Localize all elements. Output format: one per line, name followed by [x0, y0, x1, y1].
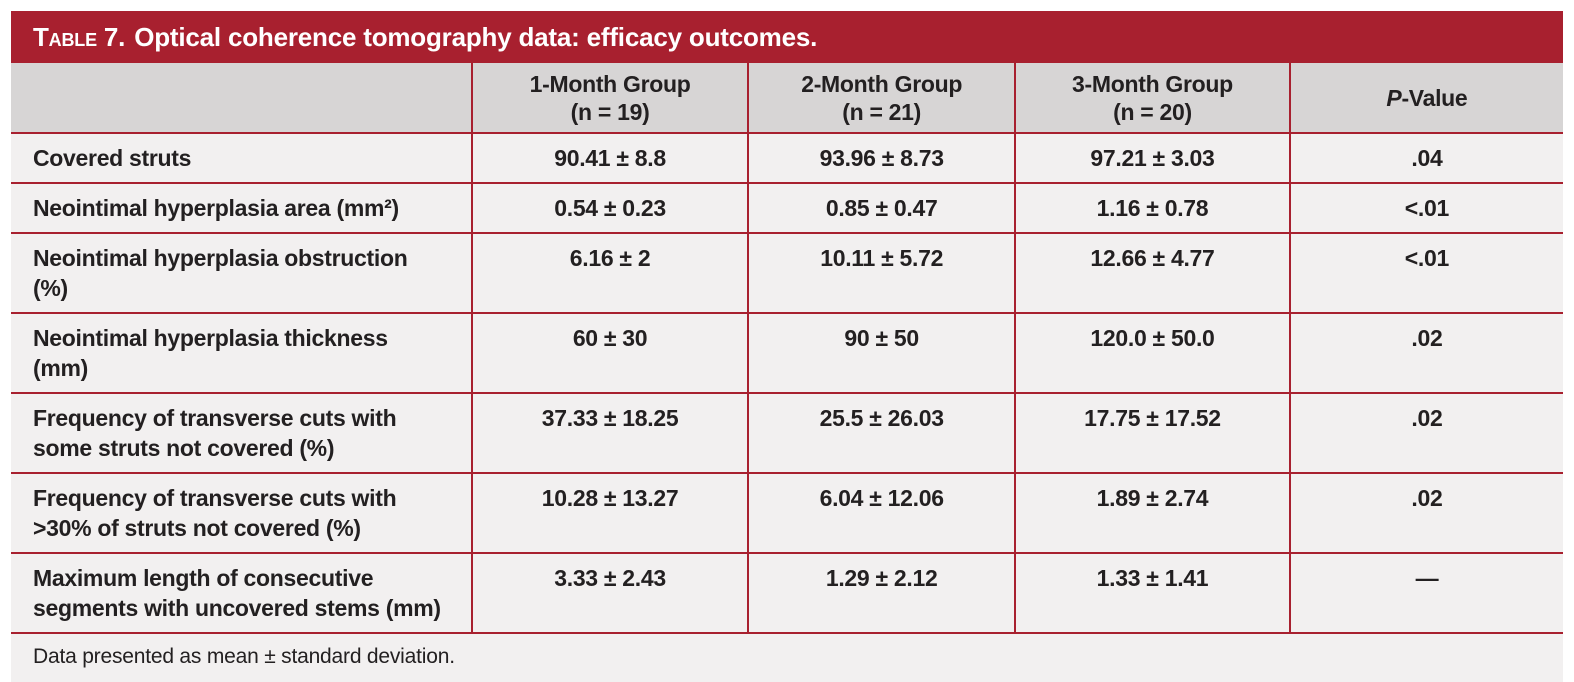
- row-label: Neointimal hyperplasia area (mm²): [11, 182, 473, 234]
- header-group-n: (n = 20): [1113, 98, 1192, 125]
- value-cell: 37.33 ± 18.25: [470, 392, 750, 474]
- p-value-cell: .02: [1288, 392, 1563, 474]
- row-label: Neointimal hyperplasia obstruction (%): [11, 232, 473, 314]
- p-value-cell: .02: [1288, 472, 1563, 554]
- efficacy-outcomes-table: 1-Month Group (n = 19) 2-Month Group (n …: [11, 63, 1563, 634]
- value-cell: 10.28 ± 13.27: [470, 472, 750, 554]
- header-p-value: P-Value: [1288, 63, 1563, 134]
- value-cell: 1.29 ± 2.12: [747, 552, 1017, 634]
- value-cell: 1.89 ± 2.74: [1014, 472, 1291, 554]
- value-cell: 120.0 ± 50.0: [1014, 312, 1291, 394]
- row-label: Neointimal hyperplasia thickness (mm): [11, 312, 473, 394]
- header-3-month-group: 3-Month Group (n = 20): [1014, 63, 1291, 134]
- p-value-cell: .04: [1288, 132, 1563, 184]
- header-empty-cell: [11, 63, 473, 134]
- table-number-label: Table 7.: [33, 21, 126, 52]
- row-label: Maximum length of consecutive segments w…: [11, 552, 473, 634]
- p-value-cell: .02: [1288, 312, 1563, 394]
- table-row-freq-some-uncovered: Frequency of transverse cuts with some s…: [11, 392, 1563, 474]
- value-cell: 17.75 ± 17.52: [1014, 392, 1291, 474]
- header-group-name: 2-Month Group: [801, 70, 963, 97]
- value-cell: 0.54 ± 0.23: [470, 182, 750, 234]
- table-row-nih-area: Neointimal hyperplasia area (mm²) 0.54 ±…: [11, 182, 1563, 234]
- value-cell: 1.33 ± 1.41: [1014, 552, 1291, 634]
- header-2-month-group: 2-Month Group (n = 21): [747, 63, 1017, 134]
- table-row-freq-30pct-uncovered: Frequency of transverse cuts with >30% o…: [11, 472, 1563, 554]
- header-group-n: (n = 21): [842, 98, 922, 125]
- value-cell: 0.85 ± 0.47: [747, 182, 1017, 234]
- header-1-month-group: 1-Month Group (n = 19): [470, 63, 750, 134]
- table-row-nih-obstruction: Neointimal hyperplasia obstruction (%) 6…: [11, 232, 1563, 314]
- header-group-name: 3-Month Group: [1072, 70, 1233, 97]
- header-group-name: 1-Month Group: [529, 70, 691, 97]
- row-label: Covered struts: [11, 132, 473, 184]
- value-cell: 97.21 ± 3.03: [1014, 132, 1291, 184]
- header-row: 1-Month Group (n = 19) 2-Month Group (n …: [11, 63, 1563, 134]
- row-label: Frequency of transverse cuts with >30% o…: [11, 472, 473, 554]
- table-row-covered-struts: Covered struts 90.41 ± 8.8 93.96 ± 8.73 …: [11, 132, 1563, 184]
- p-value-cell: <.01: [1288, 182, 1563, 234]
- value-cell: 10.11 ± 5.72: [747, 232, 1017, 314]
- table-title-text: Optical coherence tomography data: effic…: [134, 21, 818, 52]
- p-value-cell: <.01: [1288, 232, 1563, 314]
- value-cell: 12.66 ± 4.77: [1014, 232, 1291, 314]
- value-cell: 3.33 ± 2.43: [470, 552, 750, 634]
- oct-efficacy-table-figure: Table 7. Optical coherence tomography da…: [11, 11, 1563, 682]
- value-cell: 90.41 ± 8.8: [470, 132, 750, 184]
- value-cell: 6.16 ± 2: [470, 232, 750, 314]
- p-value-cell: —: [1288, 552, 1563, 634]
- value-cell: 90 ± 50: [747, 312, 1017, 394]
- table-title-bar: Table 7. Optical coherence tomography da…: [11, 11, 1563, 63]
- value-cell: 93.96 ± 8.73: [747, 132, 1017, 184]
- value-cell: 6.04 ± 12.06: [747, 472, 1017, 554]
- table-row-max-length-uncovered: Maximum length of consecutive segments w…: [11, 552, 1563, 634]
- table-footnote: Data presented as mean ± standard deviat…: [11, 634, 1563, 682]
- value-cell: 60 ± 30: [470, 312, 750, 394]
- value-cell: 25.5 ± 26.03: [747, 392, 1017, 474]
- table-row-nih-thickness: Neointimal hyperplasia thickness (mm) 60…: [11, 312, 1563, 394]
- value-cell: 1.16 ± 0.78: [1014, 182, 1291, 234]
- row-label: Frequency of transverse cuts with some s…: [11, 392, 473, 474]
- header-p-value-label: P-Value: [1386, 84, 1468, 111]
- header-group-n: (n = 19): [570, 98, 650, 125]
